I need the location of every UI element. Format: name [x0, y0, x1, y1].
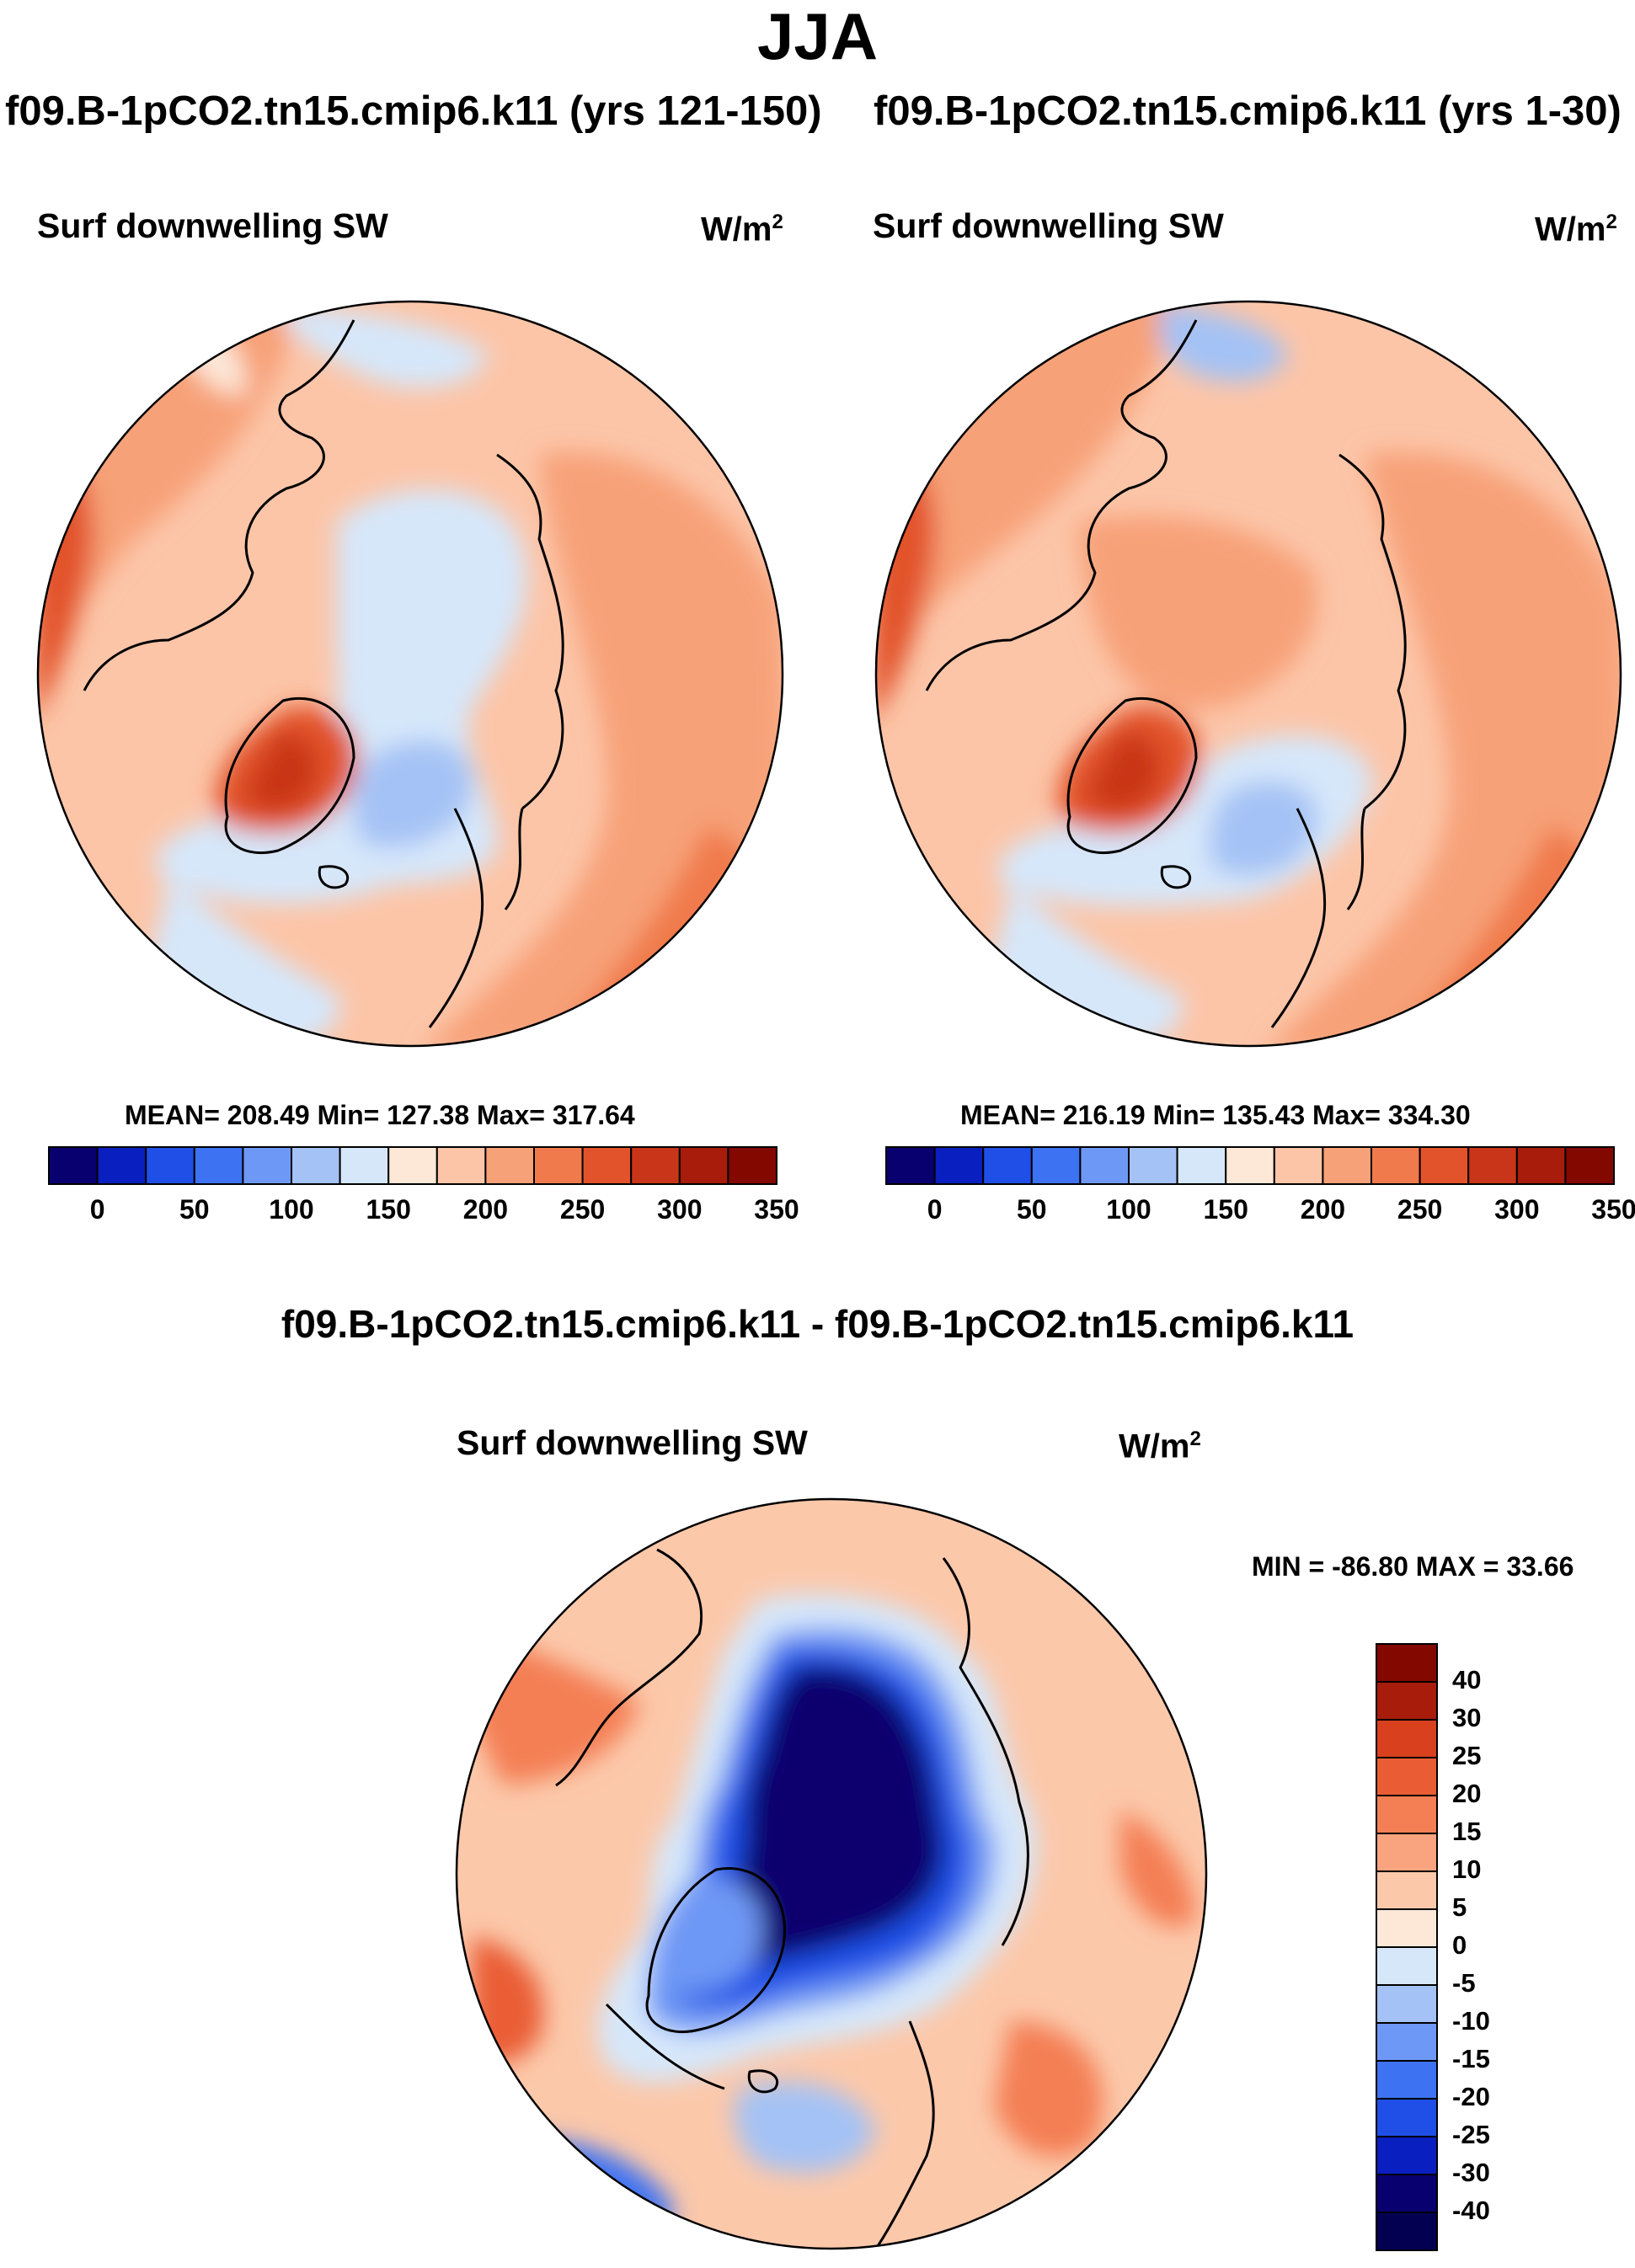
right-colorbar-box — [1371, 1146, 1421, 1185]
diff-colorbar-box — [1376, 2174, 1438, 2213]
left-colorbar-box — [145, 1146, 195, 1185]
left-colorbar-box — [630, 1146, 681, 1185]
left-colorbar-tick-label: 200 — [462, 1194, 509, 1225]
right-colorbar-tick-label: 0 — [927, 1194, 943, 1225]
right-colorbar-tick-label: 200 — [1300, 1194, 1346, 1225]
left-colorbar-tick-label: 0 — [89, 1194, 105, 1225]
diff-colorbar-box — [1376, 1833, 1438, 1872]
right-colorbar-box — [1030, 1146, 1082, 1185]
right-colorbar-box — [1079, 1146, 1130, 1185]
right-polar-map — [874, 300, 1622, 1048]
right-colorbar-box — [1467, 1146, 1518, 1185]
right-colorbar-tick-label: 50 — [1017, 1194, 1047, 1225]
right-colorbar-tick-label: 250 — [1397, 1194, 1443, 1225]
left-colorbar-box — [242, 1146, 292, 1185]
left-colorbar-tick-label: 350 — [754, 1194, 799, 1225]
diff-colorbar-tick-label: 30 — [1452, 1703, 1482, 1732]
left-colorbar-box — [435, 1146, 487, 1185]
diff-colorbar-tick-label: 15 — [1452, 1817, 1482, 1846]
diff-colorbar-box — [1376, 1946, 1438, 1986]
diff-colorbar-box — [1376, 1870, 1438, 1910]
left-colorbar-tick-label: 50 — [179, 1194, 210, 1225]
diff-colorbar-box — [1376, 1795, 1438, 1834]
diff-colorbar-tick-label: -25 — [1452, 2120, 1490, 2149]
right-colorbar-box — [1419, 1146, 1470, 1185]
right-colorbar-box — [982, 1146, 1033, 1185]
diff-colorbar-tick-label: 5 — [1452, 1892, 1467, 1922]
diff-colorbar-tick-label: -20 — [1452, 2082, 1490, 2111]
diff-panel-stats: MIN = -86.80 MAX = 33.66 — [1252, 1551, 1574, 1582]
left-colorbar-tick-label: 150 — [366, 1194, 411, 1225]
left-panel-case-title: f09.B-1pCO2.tn15.cmip6.k11 (yrs 121-150) — [5, 88, 822, 134]
left-colorbar-box — [727, 1146, 778, 1185]
right-colorbar-box — [1515, 1146, 1567, 1185]
right-colorbar-tick-label: 350 — [1591, 1194, 1635, 1225]
right-colorbar-box — [933, 1146, 985, 1185]
left-colorbar-tick-label: 300 — [657, 1194, 703, 1225]
diff-colorbar-box — [1376, 1984, 1438, 2024]
diff-colorbar-tick-label: 0 — [1452, 1930, 1467, 1960]
left-colorbar-box — [96, 1146, 147, 1185]
left-polar-map — [36, 300, 784, 1048]
right-panel-stats: MEAN= 216.19 Min= 135.43 Max= 334.30 — [960, 1100, 1471, 1130]
left-panel-variable: Surf downwelling SW — [37, 206, 388, 245]
diff-colorbar-box — [1376, 2098, 1438, 2137]
diff-panel-units: W/m2 — [1119, 1428, 1201, 1465]
right-colorbar-box — [885, 1146, 936, 1185]
diff-colorbar-tick-label: 10 — [1452, 1854, 1482, 1884]
diff-colorbar-tick-label: -30 — [1452, 2158, 1490, 2187]
left-colorbar-box — [678, 1146, 729, 1185]
left-colorbar-box — [387, 1146, 438, 1185]
left-colorbar-tick-label: 100 — [269, 1194, 314, 1225]
right-colorbar-tick-label: 300 — [1494, 1194, 1540, 1225]
left-panel-units: W/m2 — [701, 211, 783, 248]
diff-colorbar-box — [1376, 2212, 1438, 2251]
left-colorbar-box — [484, 1146, 536, 1185]
right-colorbar — [885, 1146, 1616, 1185]
right-panel-case-title: f09.B-1pCO2.tn15.cmip6.k11 (yrs 1-30) — [874, 88, 1622, 134]
right-panel-units: W/m2 — [1535, 211, 1617, 248]
right-colorbar-tick-label: 100 — [1106, 1194, 1151, 1225]
left-colorbar-tick-label: 250 — [559, 1194, 606, 1225]
left-colorbar-box — [581, 1146, 633, 1185]
right-panel-variable: Surf downwelling SW — [873, 206, 1224, 245]
diff-colorbar-tick-label: 20 — [1452, 1779, 1482, 1808]
diff-colorbar-box — [1376, 2022, 1438, 2062]
diff-colorbar-box — [1376, 1681, 1438, 1721]
diff-colorbar-tick-label: 25 — [1452, 1741, 1482, 1770]
diff-colorbar-tick-label: -15 — [1452, 2044, 1490, 2073]
diff-colorbar-tick-label: -40 — [1452, 2196, 1490, 2225]
diff-polar-map — [455, 1497, 1208, 2250]
left-colorbar-box — [339, 1146, 390, 1185]
diff-colorbar-tick-label: -5 — [1452, 1968, 1476, 1998]
figure-title: JJA — [756, 0, 879, 73]
diff-colorbar-box — [1376, 1908, 1438, 1948]
right-colorbar-box — [1322, 1146, 1373, 1185]
left-panel-stats: MEAN= 208.49 Min= 127.38 Max= 317.64 — [125, 1100, 635, 1130]
left-colorbar-box — [193, 1146, 244, 1185]
left-colorbar-box — [48, 1146, 99, 1185]
left-colorbar-box — [291, 1146, 341, 1185]
right-colorbar-box — [1225, 1146, 1275, 1185]
right-colorbar-box — [1273, 1146, 1324, 1185]
diff-colorbar-box — [1376, 1643, 1438, 1683]
diff-panel-title: f09.B-1pCO2.tn15.cmip6.k11 - f09.B-1pCO2… — [281, 1302, 1354, 1346]
diff-colorbar-tick-label: -10 — [1452, 2006, 1490, 2036]
right-colorbar-box — [1176, 1146, 1227, 1185]
diff-colorbar — [1376, 1643, 1438, 2251]
left-colorbar-box — [533, 1146, 584, 1185]
diff-colorbar-box — [1376, 1719, 1438, 1758]
right-colorbar-box — [1128, 1146, 1178, 1185]
diff-colorbar-box — [1376, 2136, 1438, 2175]
diff-colorbar-box — [1376, 1757, 1438, 1796]
diff-panel-variable: Surf downwelling SW — [457, 1423, 808, 1462]
left-colorbar — [48, 1146, 778, 1185]
diff-colorbar-box — [1376, 2060, 1438, 2100]
right-colorbar-box — [1564, 1146, 1616, 1185]
right-colorbar-tick-label: 150 — [1203, 1194, 1248, 1225]
diff-colorbar-tick-label: 40 — [1452, 1665, 1482, 1694]
